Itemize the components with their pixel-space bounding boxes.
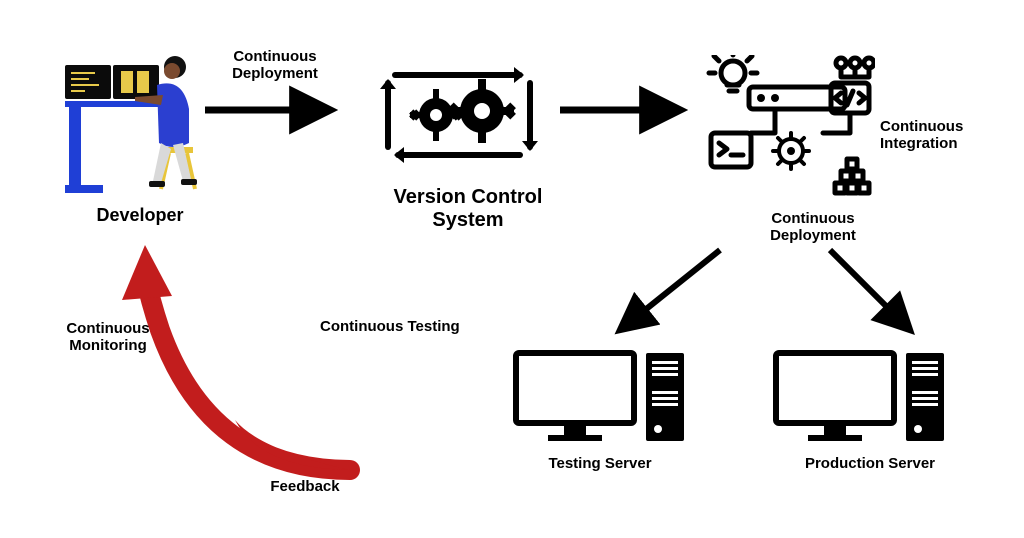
label-production: Production Server — [780, 455, 960, 472]
label-cd1: Continuous Deployment — [210, 48, 340, 83]
label-testing: Testing Server — [520, 455, 680, 472]
arrow-ci-test — [620, 250, 720, 330]
diagram-root: Developer Version Control System Continu… — [0, 0, 1024, 538]
label-developer: Developer — [80, 205, 200, 226]
feedback-arrow-icon — [145, 275, 350, 470]
label-vcs: Version Control System — [368, 186, 568, 232]
label-cd2: Continuous Deployment — [748, 210, 878, 245]
label-ci: Continuous Integration — [880, 118, 1000, 153]
label-feedback: Feedback — [245, 478, 365, 495]
arrow-ci-prod — [830, 250, 910, 330]
label-c-monitor: Continuous Monitoring — [48, 320, 168, 355]
label-c-testing: Continuous Testing — [320, 318, 520, 335]
